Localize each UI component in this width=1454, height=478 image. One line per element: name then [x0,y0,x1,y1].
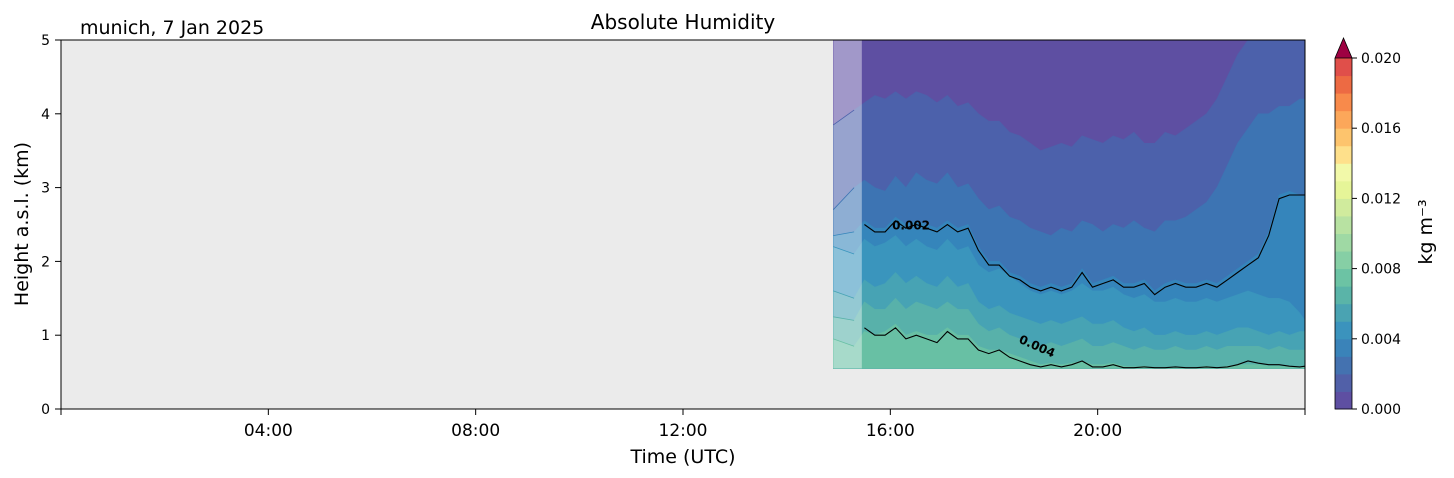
x-axis-label: Time (UTC) [629,446,735,468]
overlay-edge-1 [833,187,855,210]
colorbar-segment [1335,75,1352,94]
overlay-edge-3 [833,246,855,255]
colorbar-segment [1335,356,1352,375]
colorbar-segment [1335,303,1352,322]
colorbar-segment [1335,233,1352,252]
colorbar-segment [1335,268,1352,287]
x-tick-label: 16:00 [866,421,915,441]
x-axis: 04:00 08:00 12:00 16:00 20:00 [60,409,1306,441]
colorbar-segment [1335,163,1352,182]
colorbar-segment [1335,93,1352,112]
colorbar-segment [1335,198,1352,217]
overlay-edge-5 [833,316,855,321]
colorbar-segment [1335,58,1352,77]
colorbar-label: kg m⁻³ [1415,199,1437,264]
y-tick-label: 2 [41,254,50,270]
colorbar-segment [1335,180,1352,199]
colorbar-segment [1335,110,1352,129]
colorbar-segment [1335,321,1352,340]
colorbar-tick-label: 0.004 [1361,332,1401,348]
y-tick-label: 0 [41,402,50,418]
colorbar-segment [1335,286,1352,305]
overlay-edge-0 [833,109,855,126]
overlay-edge-2 [833,231,855,236]
contour-label-0: 0.002 [892,219,930,233]
chart-subtitle: munich, 7 Jan 2025 [80,17,264,39]
contour-line-1 [864,327,1305,369]
contour-line-0 [864,194,1305,296]
colorbar-segment [1335,128,1352,147]
x-tick-label: 20:00 [1073,421,1122,441]
x-tick-label: 04:00 [244,421,293,441]
colorbar-tick-label: 0.020 [1361,51,1401,67]
colorbar-segment [1335,215,1352,234]
colorbar-tick-label: 0.016 [1361,121,1401,137]
colorbar-segment [1335,251,1352,270]
colorbar-segment [1335,145,1352,164]
colorbar-tick-label: 0.008 [1361,262,1401,278]
colorbar-tick-label: 0.000 [1361,402,1401,418]
y-axis: 0 1 2 3 4 5 [41,33,61,418]
colorbar-segment [1335,338,1352,357]
colorbar-segment [1335,391,1352,410]
overlay-edge-6 [833,338,855,347]
chart-title: Absolute Humidity [591,10,776,34]
colorbar-segment [1335,373,1352,392]
humidity-field [833,40,1305,369]
x-tick-label: 12:00 [659,421,708,441]
x-tick-label: 08:00 [451,421,500,441]
y-tick-label: 3 [41,181,50,197]
colorbar: 0.000 0.004 0.008 0.012 0.016 0.020 [1334,36,1401,418]
y-axis-label: Height a.s.l. (km) [11,142,33,306]
y-tick-label: 5 [41,33,50,49]
y-tick-label: 1 [41,328,50,344]
y-tick-label: 4 [41,107,50,123]
overlay-edge-4 [833,290,855,299]
colorbar-tick-label: 0.012 [1361,191,1401,207]
colorbar-frame [1334,58,1353,410]
colorbar-extend-arrow [1334,36,1353,59]
